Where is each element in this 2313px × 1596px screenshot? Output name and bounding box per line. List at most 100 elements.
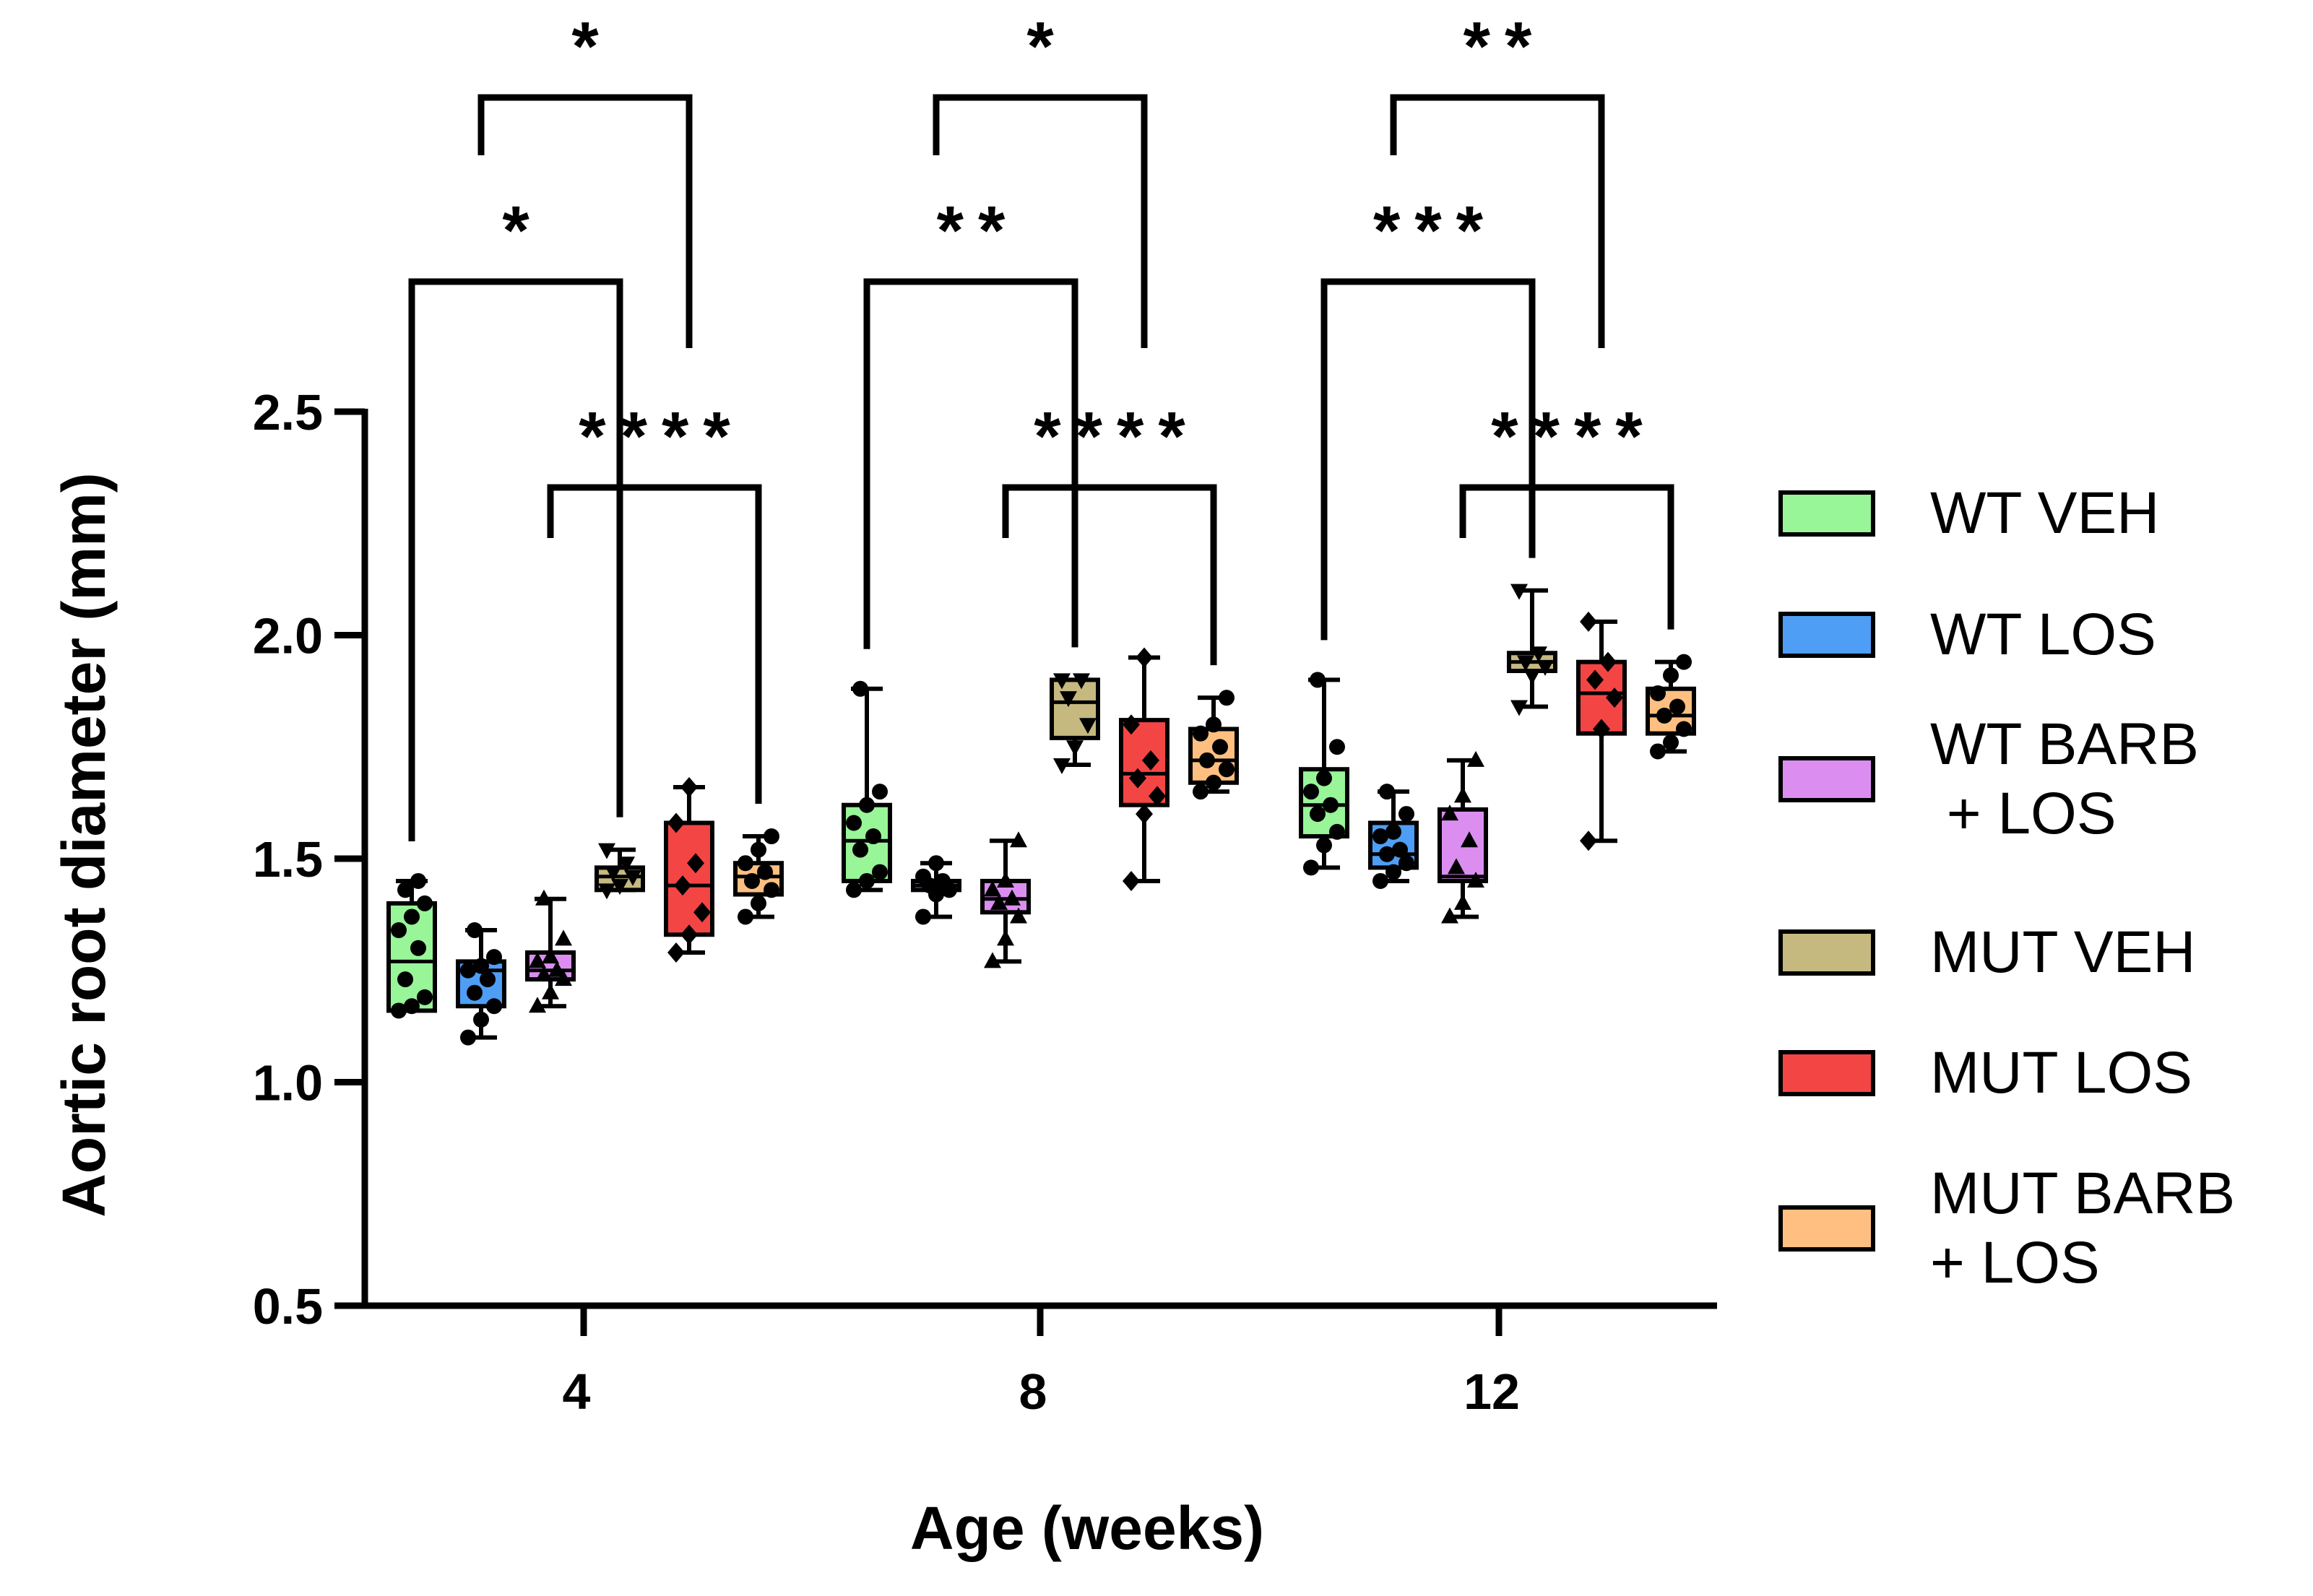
data-point	[872, 784, 888, 800]
data-point	[486, 998, 502, 1015]
box-wt-barb-plus-los-week-4	[525, 889, 576, 1013]
data-point	[738, 855, 753, 872]
significance-label: **	[937, 192, 1020, 269]
data-point	[1219, 761, 1235, 778]
data-point	[1586, 669, 1604, 690]
data-point	[417, 989, 433, 1005]
data-point	[1669, 698, 1685, 715]
data-point	[529, 997, 546, 1013]
box-mut-los-week-8	[1119, 647, 1170, 891]
y-tick-label: 0.5	[253, 1278, 323, 1335]
data-point	[1310, 806, 1326, 823]
data-point	[397, 882, 413, 898]
series-wt-los	[456, 784, 1419, 1046]
data-point	[1454, 893, 1471, 910]
data-point	[1212, 739, 1228, 755]
data-point	[486, 949, 502, 966]
data-point	[693, 902, 711, 923]
data-point	[1530, 646, 1547, 663]
data-point	[1372, 828, 1388, 845]
legend-entry-mut-barb-plus-los: MUT BARB + LOS	[1778, 1161, 2235, 1296]
data-point	[618, 856, 635, 873]
data-point	[1010, 831, 1027, 848]
legend-label-line: + LOS	[1930, 1230, 2100, 1296]
data-point	[404, 998, 420, 1015]
data-point	[1593, 719, 1610, 740]
legend-swatch	[1778, 929, 1875, 976]
y-tick-label: 2.0	[253, 608, 323, 664]
legend-label-line: WT BARB	[1930, 711, 2199, 777]
data-point	[1149, 786, 1166, 807]
data-point	[467, 984, 483, 1001]
box-wt-los-week-12	[1368, 784, 1419, 889]
data-point	[1316, 770, 1332, 786]
data-point	[1066, 740, 1084, 757]
data-point	[846, 815, 862, 831]
legend-label-line: MUT LOS	[1930, 1040, 2192, 1106]
data-point	[1199, 752, 1215, 768]
legend-label: MUT BARB + LOS	[1930, 1161, 2235, 1296]
data-point	[1441, 804, 1458, 821]
bracket-line	[933, 94, 1148, 348]
data-point	[410, 872, 426, 889]
legend-label-line: + LOS	[1930, 781, 2117, 846]
y-tick-label: 1.0	[253, 1055, 323, 1111]
plot-area	[386, 584, 1696, 1046]
data-point	[751, 841, 766, 858]
data-point	[397, 971, 413, 988]
data-point	[667, 942, 685, 963]
data-point	[859, 797, 875, 813]
data-point	[1599, 651, 1617, 672]
data-point	[1650, 685, 1666, 701]
box-wt-veh-week-8	[842, 680, 892, 898]
box-mut-barb-plus-los-week-4	[733, 828, 784, 925]
legend-label: MUT VEH	[1930, 919, 2196, 985]
legend-label: WT LOS	[1930, 602, 2156, 667]
box-mut-veh-week-4	[595, 843, 645, 900]
data-point	[555, 929, 572, 946]
data-point	[1385, 864, 1401, 880]
significance-bracket: ****	[1002, 398, 1217, 666]
data-point	[764, 882, 779, 898]
significance-bracket: *	[408, 192, 623, 841]
box-wt-los-week-8	[911, 855, 961, 925]
data-point	[1398, 806, 1414, 823]
significance-label: *	[571, 8, 613, 85]
legend-entry-wt-los: WT LOS	[1778, 602, 2156, 667]
data-point	[1003, 889, 1021, 906]
box-mut-los-week-4	[664, 776, 714, 963]
legend-label-line: MUT BARB	[1930, 1161, 2235, 1226]
significance-bracket: ***	[1320, 192, 1536, 641]
data-point	[852, 680, 868, 697]
data-point	[865, 828, 881, 845]
significance-label: ****	[579, 398, 744, 475]
data-point	[1010, 907, 1027, 924]
data-point	[1193, 784, 1209, 800]
data-point	[535, 889, 553, 906]
bracket-line	[863, 278, 1078, 649]
data-point	[738, 908, 753, 925]
data-point	[1454, 786, 1471, 803]
data-point	[473, 958, 489, 974]
data-point	[1206, 716, 1222, 733]
legend-label-line: WT LOS	[1930, 602, 2156, 667]
box-mut-veh-week-12	[1507, 584, 1557, 716]
data-point	[852, 841, 868, 858]
data-point	[984, 880, 1001, 897]
legend-label: MUT LOS	[1930, 1040, 2192, 1106]
data-point	[542, 983, 559, 999]
significance-label: ***	[1373, 192, 1497, 269]
data-point	[1379, 784, 1395, 800]
data-point	[846, 882, 862, 898]
data-point	[598, 883, 615, 900]
axes: 0.5 1.0 1.5 2.0 2.5 4 8 12	[253, 384, 1717, 1420]
x-tick-label: 4	[563, 1363, 591, 1420]
data-point	[1663, 734, 1679, 751]
legend-swatch	[1778, 1205, 1875, 1252]
data-point	[1316, 837, 1332, 854]
box-mut-barb-plus-los-week-8	[1188, 690, 1239, 800]
data-point	[1372, 872, 1388, 889]
data-point	[1656, 707, 1672, 724]
data-point	[990, 893, 1008, 910]
